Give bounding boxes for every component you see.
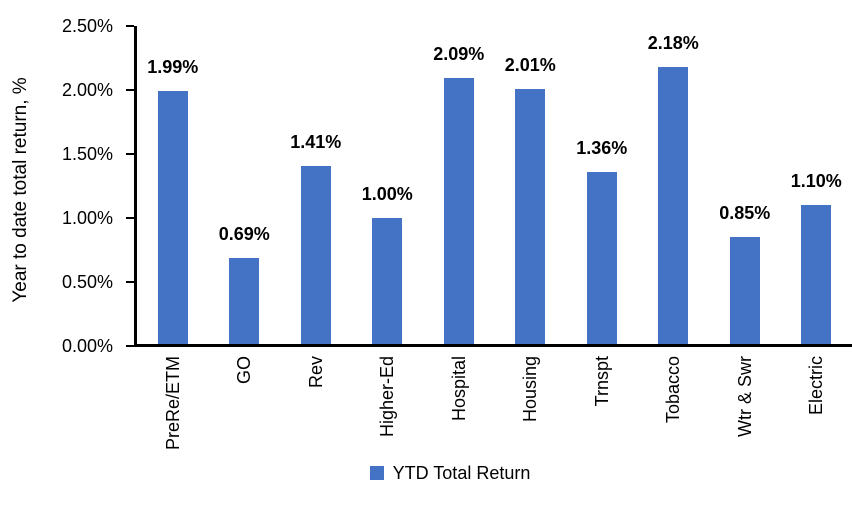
legend-label: YTD Total Return (392, 463, 531, 483)
bar-value-label: 1.00% (361, 184, 413, 204)
x-category-label: Higher-Ed (377, 356, 398, 438)
y-axis-line (134, 26, 137, 347)
bar-value-label: 0.69% (218, 223, 270, 244)
y-tick-label: 0.00% (61, 336, 113, 356)
y-tick-mark (126, 153, 134, 155)
x-axis-line (134, 344, 852, 347)
bar-value-label: 1.10% (790, 171, 842, 192)
x-category-label: Housing (520, 356, 541, 423)
bar (515, 88, 546, 345)
bar-value-label: 1.36% (576, 137, 628, 158)
bar (443, 78, 474, 345)
bar-value-label: 1.41% (290, 131, 342, 152)
bar (586, 171, 617, 345)
y-tick-label: 2.50% (61, 16, 113, 36)
bar (801, 205, 832, 345)
y-tick-mark (126, 281, 134, 283)
y-tick-mark (126, 25, 134, 27)
y-tick-label: 0.50% (61, 272, 113, 292)
bar (157, 91, 188, 345)
y-tick-mark (126, 89, 134, 91)
bar-value-label: 2.09% (433, 44, 485, 65)
x-category-label: GO (234, 356, 255, 385)
y-tick-label: 1.00% (61, 208, 113, 228)
x-category-label: Tobacco (663, 356, 684, 424)
x-category-label: Electric (806, 356, 827, 416)
y-axis-title: Year to date total return, % (10, 77, 31, 303)
y-tick-mark (126, 217, 134, 219)
y-tick-label: 1.50% (61, 144, 113, 164)
x-category-label: PreRe/ETM (162, 356, 183, 451)
y-tick-label: 2.00% (61, 80, 113, 100)
x-category-label: Wtr & Swr (734, 356, 755, 437)
bar (229, 257, 260, 345)
x-category-label: Hospital (448, 356, 469, 422)
bar (658, 66, 689, 345)
bar-value-label: 0.85% (719, 203, 771, 224)
bar-value-label: 2.01% (504, 54, 556, 75)
bar (300, 165, 331, 345)
x-category-label: Trnspt (591, 356, 612, 407)
legend-swatch-icon (369, 466, 384, 480)
bar (729, 237, 760, 345)
legend: YTD Total Return (0, 462, 852, 484)
y-tick-mark (126, 345, 134, 347)
x-category-label: Rev (305, 356, 326, 389)
bar (372, 218, 403, 345)
bar-value-label: 2.18% (647, 32, 699, 53)
bar-value-label: 1.99% (147, 57, 199, 78)
